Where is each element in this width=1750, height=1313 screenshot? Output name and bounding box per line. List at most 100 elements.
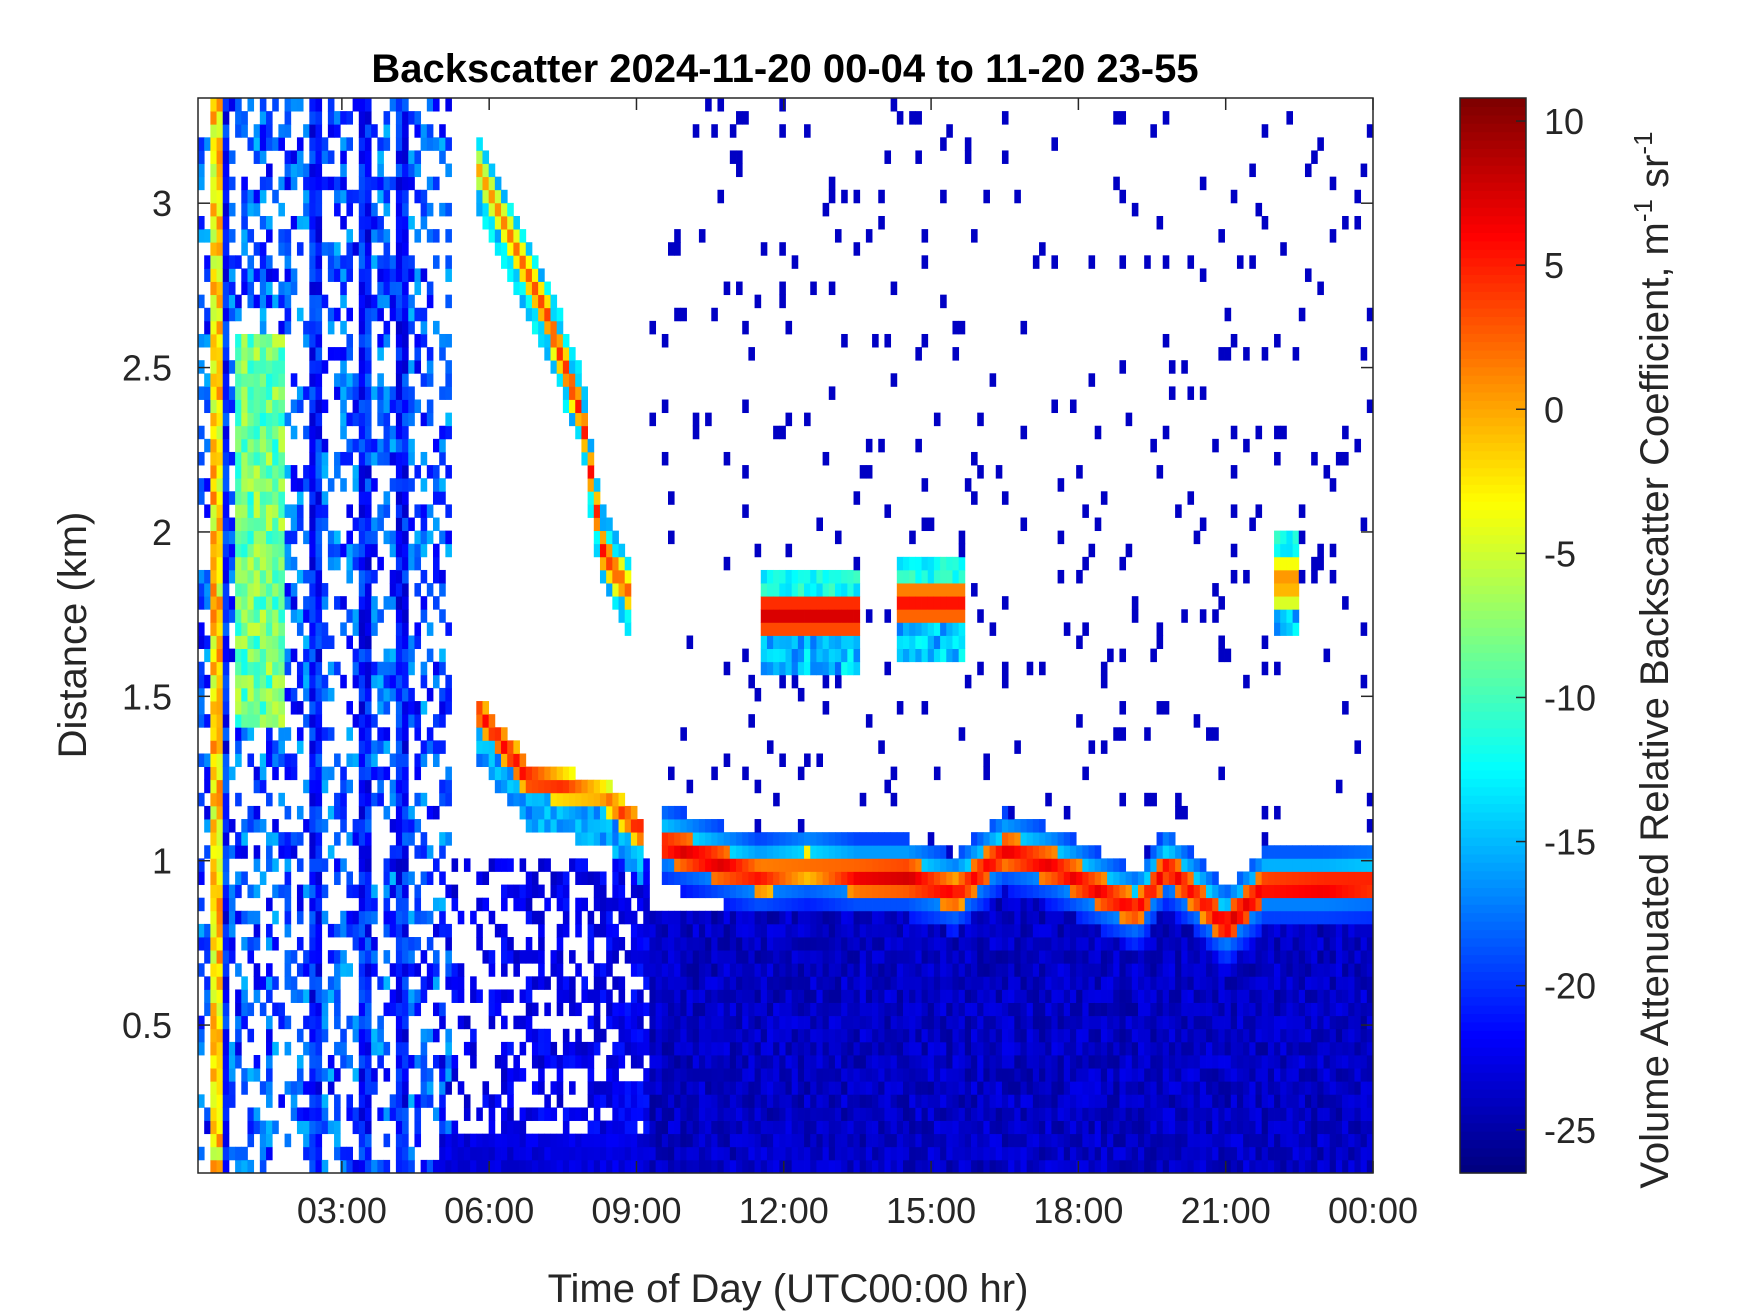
heatmap-cell — [717, 858, 725, 872]
heatmap-cell — [927, 950, 935, 964]
heatmap-cell — [952, 950, 960, 964]
heatmap-cell — [834, 530, 842, 545]
heatmap-cell — [1051, 937, 1058, 951]
heatmap-cell — [358, 635, 366, 650]
heatmap-cell — [773, 1068, 780, 1082]
heatmap-cell — [433, 1002, 440, 1017]
heatmap-cell — [290, 281, 298, 296]
heatmap-cell — [408, 1146, 415, 1161]
heatmap-cell — [674, 1081, 681, 1095]
heatmap-cell — [222, 845, 230, 859]
heatmap-cell — [389, 596, 397, 610]
heatmap-cell — [315, 727, 323, 741]
heatmap-cell — [927, 1107, 935, 1121]
heatmap-cell — [810, 281, 817, 296]
heatmap-cell — [414, 333, 422, 348]
heatmap-cell — [791, 583, 799, 597]
heatmap-cell — [921, 1120, 929, 1135]
heatmap-cell — [253, 478, 261, 492]
heatmap-cell — [395, 819, 403, 833]
heatmap-cell — [674, 923, 681, 938]
heatmap-cell — [606, 1055, 613, 1069]
heatmap-cell — [661, 858, 669, 872]
heatmap-cell — [222, 976, 230, 990]
heatmap-cell — [544, 1094, 551, 1108]
heatmap-cell — [476, 753, 483, 767]
heatmap-cell — [692, 412, 700, 427]
heatmap-cell — [983, 1055, 990, 1069]
heatmap-cell — [222, 1041, 230, 1056]
heatmap-cell — [983, 1094, 990, 1108]
heatmap-cell — [958, 320, 966, 335]
heatmap-cell — [674, 242, 681, 256]
heatmap-cell — [1045, 1041, 1052, 1056]
heatmap-cell — [321, 451, 329, 466]
heatmap-cell — [266, 989, 273, 1003]
heatmap-cell — [395, 491, 403, 505]
heatmap-cell — [1063, 805, 1071, 820]
heatmap-cell — [358, 425, 366, 440]
heatmap-cell — [315, 622, 323, 636]
heatmap-cell — [729, 1159, 737, 1174]
heatmap-cell — [550, 819, 558, 833]
heatmap-cell — [779, 622, 786, 636]
heatmap-cell — [476, 989, 483, 1003]
heatmap-cell — [531, 819, 539, 833]
heatmap-cell — [346, 832, 353, 846]
heatmap-cell — [488, 766, 496, 781]
heatmap-cell — [878, 1068, 885, 1082]
heatmap-cell — [216, 976, 224, 990]
heatmap-cell — [433, 491, 440, 505]
heatmap-cell — [933, 1055, 941, 1069]
heatmap-cell — [222, 963, 230, 977]
heatmap-cell — [525, 294, 533, 309]
heatmap-cell — [736, 884, 743, 899]
heatmap-cell — [395, 792, 403, 807]
heatmap-cell — [531, 268, 539, 282]
heatmap-cell — [1032, 989, 1040, 1003]
heatmap-cell — [439, 1068, 446, 1082]
heatmap-cell — [519, 805, 527, 820]
heatmap-cell — [334, 1015, 341, 1030]
heatmap-cell — [1026, 1133, 1034, 1148]
heatmap-cell — [587, 465, 595, 479]
heatmap-cell — [358, 229, 366, 243]
heatmap-cell — [779, 871, 786, 885]
heatmap-cell — [494, 1133, 502, 1148]
heatmap-cell — [841, 1146, 848, 1161]
heatmap-cell — [1069, 1133, 1077, 1148]
heatmap-cell — [235, 360, 242, 374]
heatmap-cell — [235, 517, 242, 532]
heatmap-cell — [309, 1028, 316, 1043]
heatmap-cell — [717, 1120, 725, 1135]
heatmap-cell — [760, 661, 768, 676]
heatmap-cell — [1039, 976, 1046, 990]
heatmap-cell — [649, 1068, 657, 1082]
heatmap-cell — [402, 609, 409, 623]
heatmap-cell — [346, 569, 353, 584]
heatmap-cell — [618, 1094, 626, 1108]
heatmap-cell — [210, 779, 217, 794]
heatmap-cell — [896, 976, 904, 990]
heatmap-cell — [828, 1146, 836, 1161]
heatmap-cell — [933, 1028, 941, 1043]
heatmap-cell — [692, 1159, 700, 1174]
heatmap-cell — [705, 1094, 712, 1108]
heatmap-cell — [315, 1094, 323, 1108]
heatmap-cell — [1026, 1068, 1034, 1082]
heatmap-cell — [711, 1120, 718, 1135]
heatmap-cell — [358, 923, 366, 938]
heatmap-cell — [513, 897, 520, 912]
heatmap-cell — [637, 1159, 644, 1174]
heatmap-cell — [612, 1107, 619, 1121]
heatmap-cell — [235, 556, 242, 571]
heatmap-cell — [1057, 871, 1065, 885]
heatmap-cell — [358, 543, 366, 558]
heatmap-cell — [1069, 950, 1077, 964]
heatmap-cell — [389, 98, 397, 112]
heatmap-cell — [278, 845, 285, 859]
heatmap-cell — [439, 1107, 446, 1121]
heatmap-cell — [241, 871, 248, 885]
heatmap-cell — [779, 1107, 786, 1121]
heatmap-cell — [599, 805, 607, 820]
